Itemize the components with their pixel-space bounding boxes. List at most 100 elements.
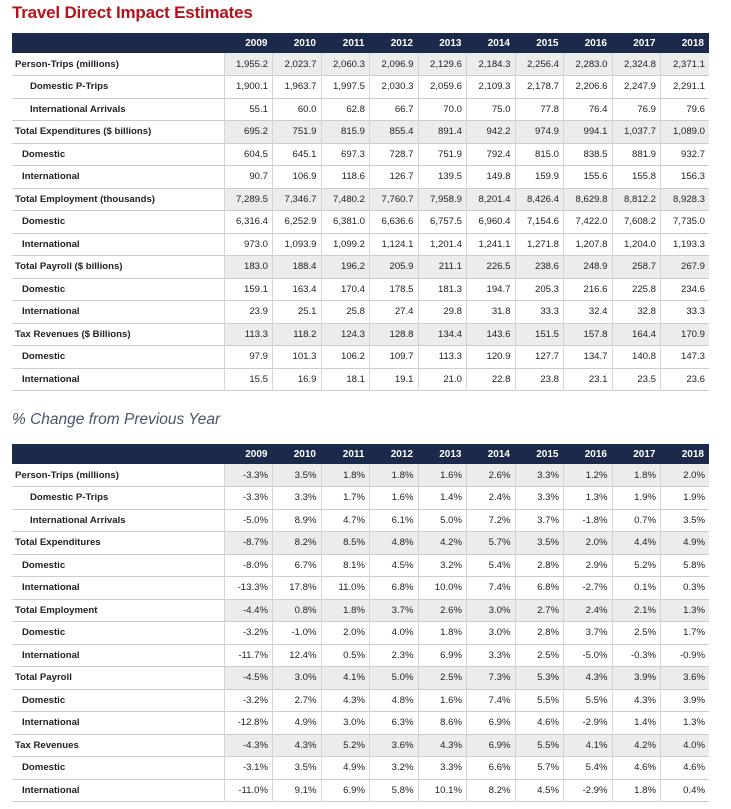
value-cell: 4.2% (611, 734, 661, 757)
value-cell: 2,023.7 (272, 53, 321, 76)
value-cell: 6.8% (514, 576, 564, 599)
value-cell: 942.2 (466, 120, 515, 143)
value-cell: 973.0 (223, 233, 273, 256)
row-label: International (22, 784, 80, 796)
value-cell: 29.8 (417, 300, 467, 323)
year-header: 2017 (612, 33, 661, 53)
value-cell: -2.7% (563, 576, 612, 599)
value-cell: 645.1 (272, 143, 321, 166)
value-cell: 6.6% (466, 756, 515, 779)
value-cell: -1.8% (563, 509, 612, 532)
value-cell: 7,480.2 (320, 188, 370, 211)
value-cell: 127.7 (514, 345, 564, 368)
value-cell: 2.4% (466, 486, 515, 509)
value-cell: 6,960.4 (466, 210, 515, 233)
value-cell: 0.3% (660, 576, 709, 599)
value-cell: 4.3% (417, 734, 467, 757)
value-cell: -4.4% (223, 599, 273, 622)
row-label: International (22, 649, 80, 661)
value-cell: 118.2 (272, 323, 321, 346)
value-cell: 2.0% (320, 621, 370, 644)
value-cell: 3.9% (611, 666, 661, 689)
value-cell: 7.4% (466, 689, 515, 712)
value-cell: 205.9 (369, 255, 418, 278)
year-header: 2013 (418, 33, 467, 53)
value-cell: 1.7% (320, 486, 370, 509)
value-cell: 3.5% (514, 531, 564, 554)
value-cell: 0.7% (611, 509, 661, 532)
value-cell: 126.7 (369, 165, 418, 188)
value-cell: 4.5% (369, 554, 418, 577)
value-cell: 25.8 (320, 300, 370, 323)
year-header: 2018 (660, 33, 709, 53)
value-cell: 2.3% (369, 644, 418, 667)
year-header: 2012 (369, 444, 418, 464)
row-label: International (22, 373, 80, 385)
value-cell: 4.3% (611, 689, 661, 712)
value-cell: 9.1% (272, 779, 321, 802)
value-cell: 3.7% (514, 509, 564, 532)
table-row: Domestic 97.9 101.3 106.2 109.7 113.3 120.9 127… (12, 345, 709, 368)
value-cell: 4.1% (563, 734, 612, 757)
row-label: Domestic P-Trips (30, 492, 109, 504)
value-cell: 5.2% (320, 734, 370, 757)
value-cell: 7,154.6 (514, 210, 564, 233)
table-row: International -11.7% 12.4% 0.5% 2.3% 6.9% 3.3%… (12, 644, 709, 667)
value-cell: 8,629.8 (563, 188, 612, 211)
value-cell: 7,608.2 (611, 210, 661, 233)
value-cell: 1.9% (611, 486, 661, 509)
value-cell: -13.3% (223, 576, 273, 599)
value-cell: 1.7% (660, 621, 709, 644)
header-corner-cell (12, 444, 224, 464)
value-cell: 3.5% (272, 464, 321, 487)
percent-change-table: 2009 2010 2011 2012 2013 2014 2015 2016 2017 2018… (12, 444, 709, 802)
row-label: International (22, 717, 80, 729)
table-row: Tax Revenues -4.3% 4.3% 5.2% 3.6% 4.3% 6.9% 5.5… (12, 734, 709, 757)
value-cell: 5.0% (369, 666, 418, 689)
value-cell: 170.9 (660, 323, 709, 346)
table-row: International -12.8% 4.9% 3.0% 6.3% 8.6% 6.9% 4… (12, 711, 709, 734)
value-cell: 2.7% (272, 689, 321, 712)
value-cell: 3.6% (660, 666, 709, 689)
value-cell: 1.8% (611, 464, 661, 487)
value-cell: 1.2% (563, 464, 612, 487)
row-label: Person-Trips (millions) (12, 53, 224, 76)
year-header: 2014 (466, 33, 515, 53)
value-cell: 134.7 (563, 345, 612, 368)
value-cell: 1,955.2 (223, 53, 273, 76)
value-cell: 32.4 (563, 300, 612, 323)
value-cell: 77.8 (514, 98, 564, 121)
value-cell: 4.3% (563, 666, 612, 689)
value-cell: 604.5 (223, 143, 273, 166)
value-cell: 8,426.4 (514, 188, 564, 211)
value-cell: 8,812.2 (611, 188, 661, 211)
table-row: Domestic P-Trips -3.3% 3.3% 1.7% 1.6% 1.4% 2.4… (12, 486, 709, 509)
value-cell: 3.0% (466, 621, 515, 644)
value-cell: 2,256.4 (514, 53, 564, 76)
value-cell: 1.4% (611, 711, 661, 734)
row-label: Total Expenditures (12, 531, 224, 554)
value-cell: -0.3% (611, 644, 661, 667)
value-cell: 2,247.9 (611, 75, 661, 98)
value-cell: 3.2% (417, 554, 467, 577)
value-cell: 881.9 (611, 143, 661, 166)
value-cell: 7.2% (466, 509, 515, 532)
value-cell: 994.1 (563, 120, 612, 143)
value-cell: 4.9% (660, 531, 709, 554)
table-row: International Arrivals 55.1 60.0 62.8 66.7 70… (12, 98, 709, 121)
value-cell: 2.1% (611, 599, 661, 622)
year-header: 2017 (612, 444, 661, 464)
table-row: International 90.7 106.9 118.6 126.7 139.5 149… (12, 165, 709, 188)
value-cell: 3.5% (660, 509, 709, 532)
value-cell: 178.5 (369, 278, 418, 301)
value-cell: 3.6% (369, 734, 418, 757)
value-cell: 792.4 (466, 143, 515, 166)
value-cell: 728.7 (369, 143, 418, 166)
value-cell: 205.3 (514, 278, 564, 301)
value-cell: 170.4 (320, 278, 370, 301)
value-cell: 196.2 (320, 255, 370, 278)
value-cell: 7.3% (466, 666, 515, 689)
value-cell: 109.7 (369, 345, 418, 368)
value-cell: 4.6% (611, 756, 661, 779)
value-cell: 2.5% (611, 621, 661, 644)
